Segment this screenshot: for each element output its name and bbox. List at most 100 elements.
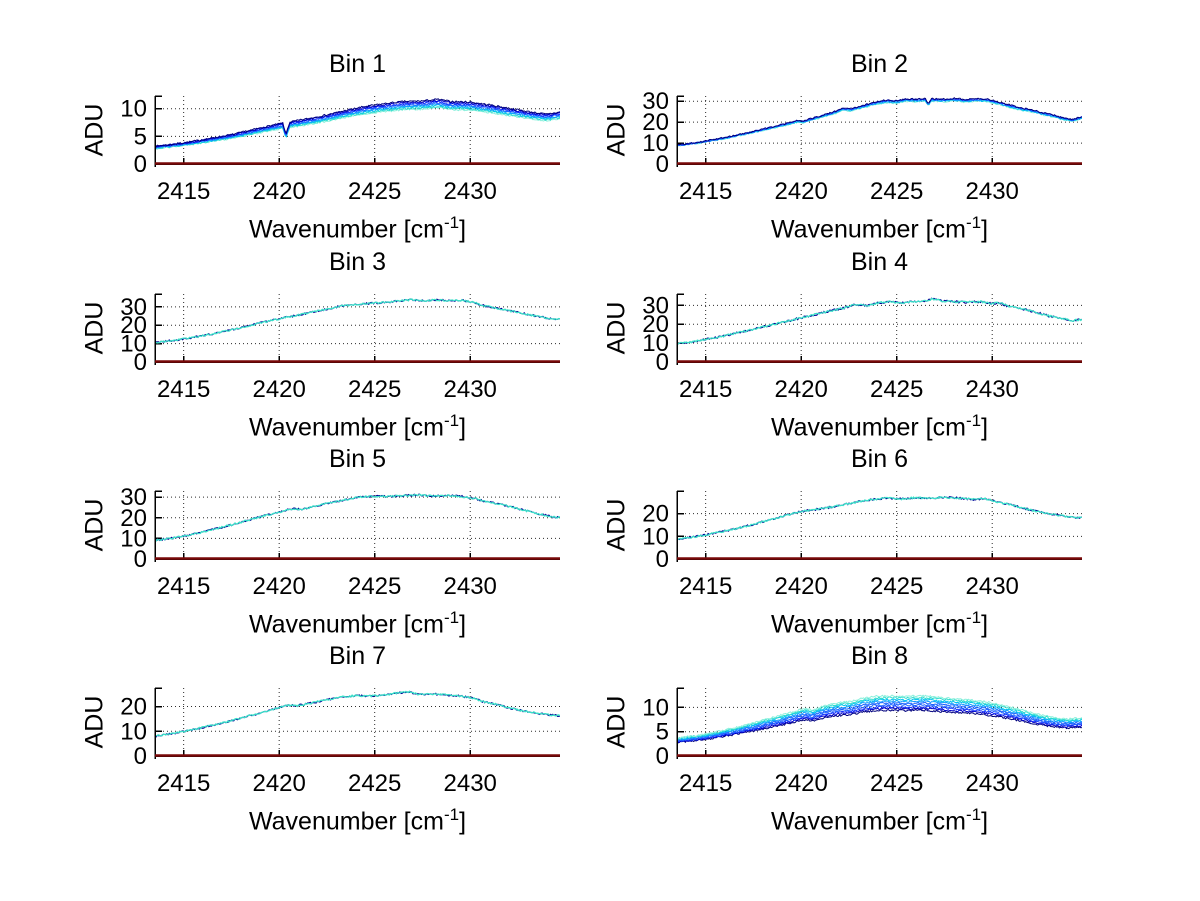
subplot-bin-2: 2415 2420 2425 2430 0 10 20 30 Bin 2 ADU Wavenu…	[603, 50, 1082, 243]
subplot-bin-5: 2415 2420 2425 2430 0 10 20 30 Bin 5 ADU Wavenu…	[81, 445, 560, 638]
spectrum-line	[677, 699, 1082, 741]
spectrum-line	[677, 694, 1082, 739]
spectrum-line	[677, 705, 1082, 743]
spectrum-lines	[677, 97, 1082, 147]
spectrum-lines	[155, 690, 560, 738]
x-axis-label: Wavenumber [cm-1]	[770, 411, 989, 442]
y-tick-label: 30	[120, 484, 147, 511]
y-tick-label: 20	[642, 501, 669, 528]
spectrum-line	[677, 701, 1082, 742]
spectrum-line	[155, 100, 560, 149]
y-tick-label: 20	[642, 109, 669, 136]
y-tick-label: 10	[642, 694, 669, 721]
x-axis-label: Wavenumber [cm-1]	[770, 213, 989, 244]
subplot-bin-7: 2415 2420 2425 2430 0 10 20 Bin 7 ADU Wavenumb…	[81, 642, 560, 835]
y-tick-label: 20	[120, 312, 147, 339]
x-tick-label: 2430	[966, 573, 1019, 600]
x-tick-label: 2420	[774, 178, 827, 205]
x-tick-label: 2430	[444, 573, 497, 600]
spectrum-line	[155, 298, 560, 344]
spectrum-line	[677, 708, 1082, 744]
spectrum-line	[155, 493, 560, 542]
x-tick-label: 2415	[157, 178, 210, 205]
x-axis-label: Wavenumber [cm-1]	[248, 608, 467, 639]
y-tick-label: 0	[134, 151, 147, 178]
x-tick-label: 2430	[444, 376, 497, 403]
x-tick-label: 2415	[679, 376, 732, 403]
y-tick-label: 30	[642, 88, 669, 115]
x-tick-label: 2425	[348, 573, 401, 600]
subplot-title: Bin 4	[851, 248, 908, 276]
spectrum-line	[155, 690, 560, 738]
y-tick-label: 0	[656, 743, 669, 770]
y-tick-label: 10	[642, 130, 669, 157]
x-tick-label: 2430	[966, 770, 1019, 797]
x-tick-label: 2420	[252, 770, 305, 797]
x-tick-label: 2415	[157, 573, 210, 600]
x-tick-label: 2425	[348, 376, 401, 403]
x-axis-label: Wavenumber [cm-1]	[248, 213, 467, 244]
y-tick-label: 10	[120, 96, 147, 123]
spectrum-line	[677, 707, 1082, 743]
subplot-bin-6: 2415 2420 2425 2430 0 10 20 Bin 6 ADU Wavenumb…	[603, 445, 1082, 638]
y-tick-label: 0	[656, 151, 669, 178]
subplot-title: Bin 5	[329, 445, 386, 473]
x-tick-label: 2420	[252, 178, 305, 205]
spectrum-line	[677, 298, 1082, 345]
x-tick-label: 2420	[252, 573, 305, 600]
y-tick-label: 5	[656, 719, 669, 746]
spectrum-lines	[155, 298, 560, 344]
x-tick-label: 2425	[348, 770, 401, 797]
spectrum-line	[677, 496, 1082, 541]
y-tick-label: 10	[120, 718, 147, 745]
subplot-bin-3: 2415 2420 2425 2430 0 10 20 30 Bin 3 ADU Wavenu…	[81, 248, 560, 441]
spectrum-line	[155, 298, 560, 344]
x-tick-label: 2425	[870, 178, 923, 205]
x-axis-label: Wavenumber [cm-1]	[770, 805, 989, 836]
y-tick-label: 10	[120, 331, 147, 358]
spectrum-lines	[155, 98, 560, 150]
x-axis-label: Wavenumber [cm-1]	[248, 805, 467, 836]
spectrum-lines	[155, 493, 560, 542]
subplot-title: Bin 8	[851, 642, 908, 670]
x-tick-label: 2415	[679, 178, 732, 205]
y-tick-label: 0	[656, 349, 669, 376]
y-tick-label: 5	[134, 123, 147, 150]
subplot-title: Bin 7	[329, 642, 386, 670]
x-tick-label: 2420	[774, 376, 827, 403]
subplot-title: Bin 3	[329, 248, 386, 276]
x-tick-label: 2430	[444, 178, 497, 205]
x-tick-label: 2430	[966, 376, 1019, 403]
x-tick-label: 2420	[774, 573, 827, 600]
x-tick-label: 2425	[870, 573, 923, 600]
subplot-title: Bin 6	[851, 445, 908, 473]
x-tick-label: 2415	[157, 770, 210, 797]
y-tick-label: 20	[120, 694, 147, 721]
y-tick-label: 10	[642, 523, 669, 550]
spectrum-line	[677, 99, 1082, 147]
y-tick-label: 30	[120, 294, 147, 321]
y-tick-label: 30	[642, 292, 669, 319]
y-tick-label: 0	[656, 546, 669, 573]
subplot-bin-1: 2415 2420 2425 2430 0 5 10 Bin 1 ADU Wavenumbe…	[81, 50, 560, 243]
x-tick-label: 2415	[157, 376, 210, 403]
x-tick-label: 2425	[870, 770, 923, 797]
x-tick-label: 2420	[774, 770, 827, 797]
spectrum-line	[155, 690, 560, 737]
spectrum-line	[677, 495, 1082, 541]
y-tick-label: 0	[134, 546, 147, 573]
spectrum-lines	[677, 694, 1082, 744]
x-tick-label: 2425	[870, 376, 923, 403]
x-tick-label: 2420	[252, 376, 305, 403]
spectrum-line	[155, 98, 560, 148]
x-tick-label: 2415	[679, 573, 732, 600]
subplot-title: Bin 1	[329, 50, 386, 78]
